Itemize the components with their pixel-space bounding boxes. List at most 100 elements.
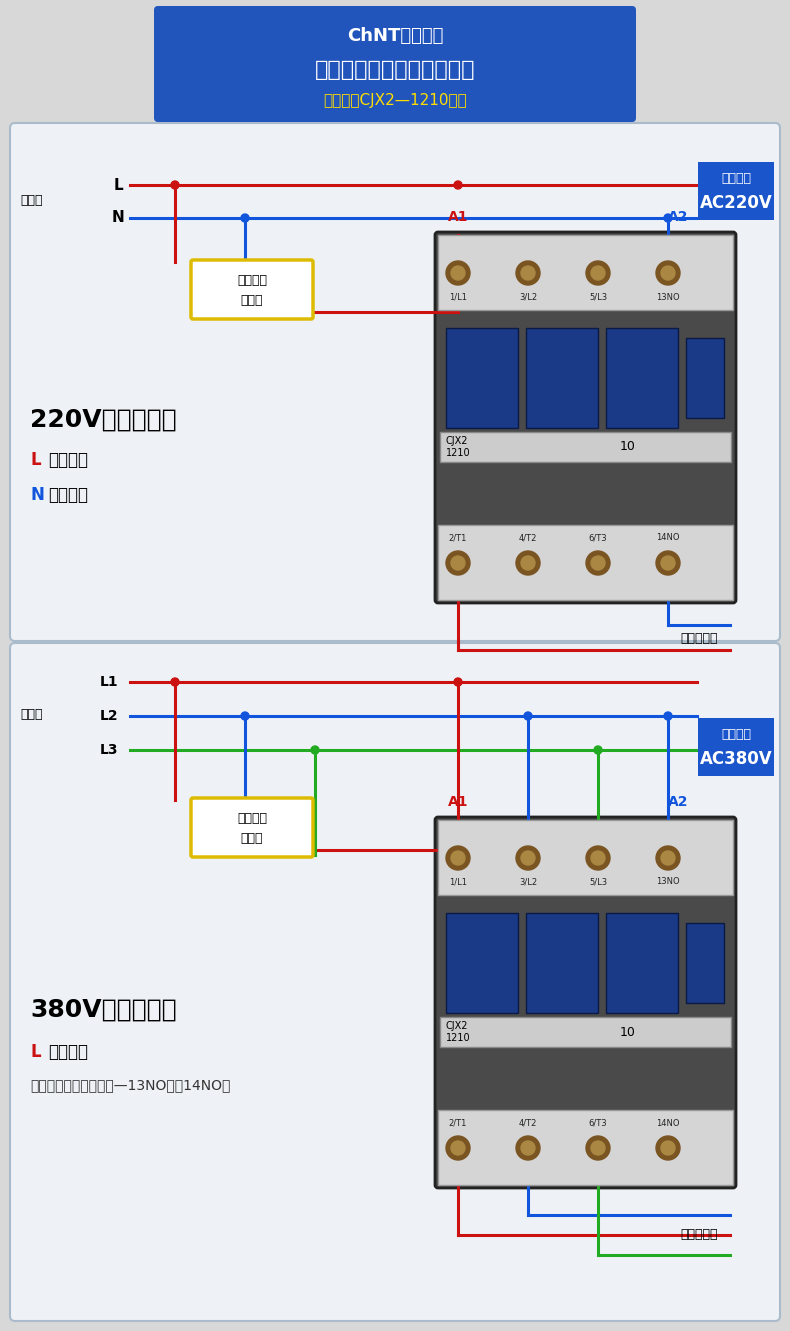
Text: 13NO: 13NO — [656, 877, 680, 886]
Text: 3/L2: 3/L2 — [519, 877, 537, 886]
Text: 4/T2: 4/T2 — [519, 1118, 537, 1127]
Circle shape — [241, 712, 249, 720]
Text: 380V接线示意图: 380V接线示意图 — [30, 998, 177, 1022]
Circle shape — [586, 847, 610, 870]
Circle shape — [594, 745, 602, 753]
Text: N: N — [30, 486, 44, 504]
Text: 5/L3: 5/L3 — [589, 293, 607, 302]
Bar — [440, 433, 731, 462]
Text: 1/L1: 1/L1 — [449, 293, 467, 302]
Circle shape — [454, 181, 462, 189]
Text: 输出接负载: 输出接负载 — [680, 1229, 717, 1242]
Text: 输出接负载: 输出接负载 — [680, 631, 717, 644]
Text: A2: A2 — [668, 795, 688, 809]
Bar — [438, 524, 733, 600]
Circle shape — [516, 261, 540, 285]
Circle shape — [656, 261, 680, 285]
Text: 4/T2: 4/T2 — [519, 534, 537, 543]
Text: 13NO: 13NO — [656, 293, 680, 302]
Text: 控制元件: 控制元件 — [237, 812, 267, 824]
Circle shape — [451, 556, 465, 570]
Text: N: N — [111, 210, 124, 225]
Bar — [440, 1017, 731, 1047]
Circle shape — [591, 851, 605, 865]
Circle shape — [661, 1141, 675, 1155]
Text: 10: 10 — [620, 441, 636, 454]
Circle shape — [591, 556, 605, 570]
Circle shape — [586, 261, 610, 285]
Text: 代表火线: 代表火线 — [48, 1044, 88, 1061]
Bar — [606, 327, 678, 429]
Text: AC380V: AC380V — [700, 749, 773, 768]
Bar — [686, 922, 724, 1004]
Text: 电源端: 电源端 — [20, 193, 43, 206]
Text: 2/T1: 2/T1 — [449, 1118, 467, 1127]
Circle shape — [241, 214, 249, 222]
Text: 线圈电压: 线圈电压 — [721, 728, 751, 741]
Circle shape — [451, 851, 465, 865]
Text: 及开关: 及开关 — [241, 294, 263, 306]
Text: 产品图以CJX2—1210为例: 产品图以CJX2—1210为例 — [323, 92, 467, 108]
Text: 220V接线示意图: 220V接线示意图 — [30, 409, 177, 433]
Text: 14NO: 14NO — [656, 1118, 679, 1127]
Text: 代表火线: 代表火线 — [48, 451, 88, 469]
Circle shape — [171, 677, 179, 685]
Text: 注：接触器如需接零线—13NO进，14NO出: 注：接触器如需接零线—13NO进，14NO出 — [30, 1078, 231, 1091]
Circle shape — [656, 1135, 680, 1161]
Circle shape — [516, 551, 540, 575]
Text: 线圈电压: 线圈电压 — [721, 173, 751, 185]
Text: CJX2
1210: CJX2 1210 — [446, 1021, 471, 1042]
Circle shape — [661, 266, 675, 280]
Circle shape — [664, 712, 672, 720]
Text: 10: 10 — [620, 1025, 636, 1038]
Bar — [698, 717, 774, 776]
Circle shape — [454, 677, 462, 685]
Circle shape — [591, 266, 605, 280]
Bar — [446, 913, 518, 1013]
Circle shape — [446, 847, 470, 870]
Text: 3/L2: 3/L2 — [519, 293, 537, 302]
Text: 14NO: 14NO — [656, 534, 679, 543]
Circle shape — [591, 1141, 605, 1155]
Text: L: L — [30, 451, 40, 469]
Text: 5/L3: 5/L3 — [589, 877, 607, 886]
Text: ChNT正泰电工: ChNT正泰电工 — [347, 27, 443, 45]
FancyBboxPatch shape — [191, 799, 313, 857]
Circle shape — [446, 551, 470, 575]
Text: 控制元件: 控制元件 — [237, 273, 267, 286]
Circle shape — [516, 847, 540, 870]
Circle shape — [521, 1141, 535, 1155]
Text: A1: A1 — [448, 795, 468, 809]
FancyBboxPatch shape — [10, 122, 780, 642]
Circle shape — [446, 261, 470, 285]
Text: 代表零线: 代表零线 — [48, 486, 88, 504]
Circle shape — [451, 266, 465, 280]
Text: L: L — [30, 1044, 40, 1061]
FancyBboxPatch shape — [10, 643, 780, 1320]
Text: A1: A1 — [448, 210, 468, 224]
FancyBboxPatch shape — [435, 232, 736, 603]
Circle shape — [446, 1135, 470, 1161]
Text: L1: L1 — [100, 675, 118, 689]
Circle shape — [451, 1141, 465, 1155]
Bar — [438, 820, 733, 894]
Text: 6/T3: 6/T3 — [589, 534, 608, 543]
Circle shape — [521, 556, 535, 570]
Text: CJX2
1210: CJX2 1210 — [446, 437, 471, 458]
Circle shape — [524, 712, 532, 720]
Bar — [606, 913, 678, 1013]
Text: A2: A2 — [668, 210, 688, 224]
Circle shape — [661, 851, 675, 865]
Circle shape — [661, 556, 675, 570]
FancyBboxPatch shape — [154, 7, 636, 122]
Circle shape — [656, 551, 680, 575]
Bar — [526, 913, 598, 1013]
Circle shape — [521, 266, 535, 280]
Bar — [438, 1110, 733, 1185]
FancyBboxPatch shape — [435, 817, 736, 1189]
Text: 6/T3: 6/T3 — [589, 1118, 608, 1127]
Circle shape — [171, 181, 179, 189]
Text: L3: L3 — [100, 743, 118, 757]
Circle shape — [586, 1135, 610, 1161]
Circle shape — [521, 851, 535, 865]
